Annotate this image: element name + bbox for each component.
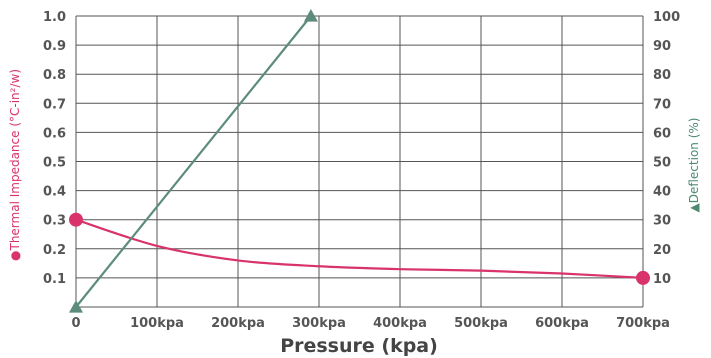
x-tick-label: 400kpa [373,316,427,331]
x-tick-label: 600kpa [535,316,589,331]
deflection-marker [303,9,318,22]
y-right-tick-label: 100 [653,10,680,25]
y-right-tick-label: 90 [653,39,671,54]
y-right-tick-label: 50 [653,156,671,171]
y-left-tick-label: 1.0 [43,10,66,25]
y-left-tick-labels: 0.1 0.2 0.3 0.4 0.5 0.6 0.7 0.8 0.9 1.0 [43,10,66,287]
y-right-tick-label: 80 [653,68,671,83]
x-tick-label: 0 [71,316,80,331]
x-tick-label: 300kpa [292,316,346,331]
y-left-tick-label: 0.3 [43,214,66,229]
y-right-tick-label: 60 [653,126,671,141]
x-tick-label: 700kpa [616,316,670,331]
x-tick-label: 100kpa [130,316,184,331]
deflection-marker [69,300,83,313]
thermal-impedance-line [75,218,644,279]
y-left-tick-label: 0.7 [43,97,66,112]
x-axis-label: Pressure (kpa) [280,335,438,357]
y-right-tick-label: 40 [653,185,671,200]
y-left-tick-label: 0.1 [43,272,66,287]
y-left-tick-label: 0.8 [43,68,66,83]
deflection-line [75,15,312,308]
thermal-impedance-marker [69,212,83,227]
y-right-tick-label: 30 [653,214,671,229]
x-tick-label: 200kpa [211,316,265,331]
y-right-tick-label: 20 [653,243,671,258]
y-right-tick-label: 10 [653,272,671,287]
grid [75,15,644,308]
y-right-axis-label: ▲Deflection (%) [687,118,701,213]
y-right-tick-labels: 10 20 30 40 50 60 70 80 90 100 [653,10,680,287]
y-left-tick-label: 0.6 [43,126,66,141]
y-left-tick-label: 0.2 [43,243,66,258]
x-tick-label: 500kpa [454,316,508,331]
y-left-tick-label: 0.4 [43,185,66,200]
x-tick-labels: 0 100kpa 200kpa 300kpa 400kpa 500kpa 600kpa 700… [71,316,669,331]
y-left-axis-label: ●Thermal Impedance (°C-in²/w) [8,69,22,261]
series-layer [69,9,650,313]
y-right-tick-label: 70 [653,97,671,112]
thermal-impedance-marker [636,270,650,285]
y-left-tick-label: 0.5 [43,156,66,171]
y-left-tick-label: 0.9 [43,39,66,54]
